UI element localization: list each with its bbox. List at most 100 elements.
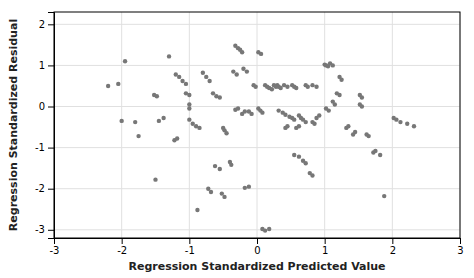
point [236,106,240,110]
tick-mark [48,65,54,66]
point [310,83,314,87]
point [211,91,215,95]
point [292,153,296,157]
tick-mark [325,238,326,244]
point [161,116,165,120]
point [253,85,257,89]
point [201,71,205,75]
tick: -1 [185,238,195,256]
x-axis-title: Regression Standardized Predicted Value [128,260,385,273]
tick-label: -3 [50,245,60,256]
tick-label: -1 [35,142,45,153]
points [106,43,416,232]
point [274,85,278,89]
point [310,173,314,177]
point [218,167,222,171]
point [312,122,316,126]
grid-line-y [54,24,460,25]
point [231,69,235,73]
point [339,78,343,82]
point [241,67,245,71]
point [224,131,228,135]
tick: 2 [39,19,54,30]
point [292,117,296,121]
axis-line [55,239,461,245]
point [314,85,318,89]
point [333,102,337,106]
point [297,154,301,158]
grid-line-y [54,65,460,66]
point [337,93,341,97]
tick: 0 [254,238,260,256]
point [270,87,274,91]
axis-line [48,13,55,239]
point [276,108,280,112]
grid-line-y [54,188,460,189]
point [366,134,370,138]
tick-mark [257,238,258,244]
point [243,109,247,113]
y-axis: -3 -2 -1 0 1 2 [35,13,54,239]
tick-mark [48,148,54,149]
point [116,82,120,86]
point [119,119,123,123]
point [373,149,377,153]
tick-label: -2 [35,183,45,194]
grid-line-x [392,12,393,238]
point [249,112,253,116]
point [263,228,267,232]
point [260,110,264,114]
point [136,134,140,138]
tick-label: 2 [39,19,45,30]
tick-label: 3 [457,245,463,256]
tick: -3 [50,238,60,256]
tick-mark [48,24,54,25]
tick-label: -1 [185,245,195,256]
point [218,95,222,99]
point [278,86,282,90]
grid [54,12,460,238]
tick: -3 [35,224,54,235]
point [304,120,308,124]
grid-line-x [257,12,258,238]
point [106,84,110,88]
x-axis: -3 -2 -1 0 1 2 3 [50,238,464,256]
point [382,194,386,198]
grid-line-x [121,12,122,238]
tick-mark [48,189,54,190]
tick: -1 [35,142,54,153]
point [167,54,171,58]
point [247,184,251,188]
tick: -2 [117,238,127,256]
tick-mark [122,238,123,244]
tick: 0 [39,101,54,112]
tick: 1 [322,238,328,256]
point [155,94,159,98]
grid-line-y [54,229,460,230]
point [153,177,157,181]
plot: -3 -2 -1 0 1 2 3 -3 -2 -1 0 1 2 [35,12,464,256]
point [213,164,217,168]
tick-label: 1 [322,245,328,256]
tick: 1 [39,60,54,71]
tick: -2 [35,183,54,194]
tick-mark [460,238,461,244]
point [187,93,191,97]
tick-label: 2 [390,245,396,256]
tick: 3 [457,238,463,256]
point [187,106,191,110]
point [187,102,191,106]
point [187,117,191,121]
grid-line-y [54,147,460,148]
tick-label: 0 [39,101,45,112]
point [294,86,298,90]
point [123,59,127,63]
tick-label: 0 [254,245,260,256]
point [207,79,211,83]
point [285,124,289,128]
point [285,85,289,89]
tick: 2 [390,238,396,256]
point [267,227,271,231]
point [177,75,181,79]
point [240,50,244,54]
